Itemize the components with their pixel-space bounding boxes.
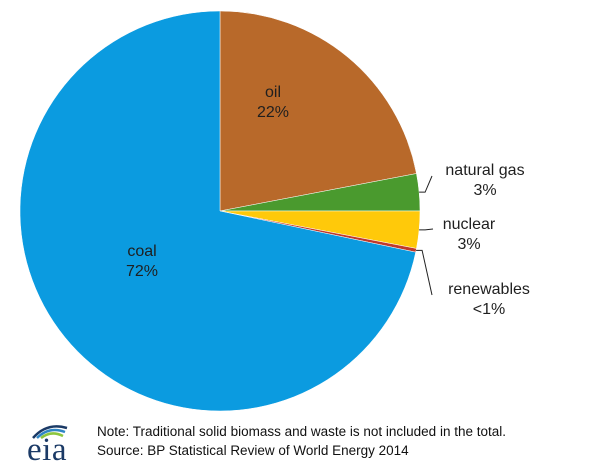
slice-label-nuclear: nuclear [443, 216, 496, 233]
slice-label-natural-gas: natural gas [445, 162, 524, 179]
footnote: Note: Traditional solid biomass and wast… [97, 424, 506, 439]
eia-logo: eia [27, 420, 87, 468]
pie-slices [19, 10, 421, 412]
leader-line-natural-gas [419, 175, 433, 193]
pie-slice-oil [219, 10, 417, 212]
leader-lines [416, 175, 434, 296]
slice-label-renewables: renewables [448, 281, 530, 298]
slice-label-oil: oil [265, 84, 281, 101]
leader-line-renewables [416, 249, 433, 296]
slice-percent-coal: 72% [126, 263, 158, 280]
slice-label-coal: coal [127, 243, 156, 260]
leader-line-nuclear [419, 228, 434, 231]
eia-logo-text: eia [27, 432, 67, 468]
slice-percent-oil: 22% [257, 104, 289, 121]
slice-percent-renewables: <1% [473, 301, 505, 318]
source-note: Source: BP Statistical Review of World E… [97, 443, 409, 458]
pie-chart: oil 22% natural gas 3% nuclear 3% renewa… [19, 10, 530, 412]
slice-percent-nuclear: 3% [457, 236, 480, 253]
pie-slice-coal [19, 10, 417, 412]
slice-percent-natural-gas: 3% [473, 182, 496, 199]
eia-logo-arcs-icon [32, 425, 68, 440]
